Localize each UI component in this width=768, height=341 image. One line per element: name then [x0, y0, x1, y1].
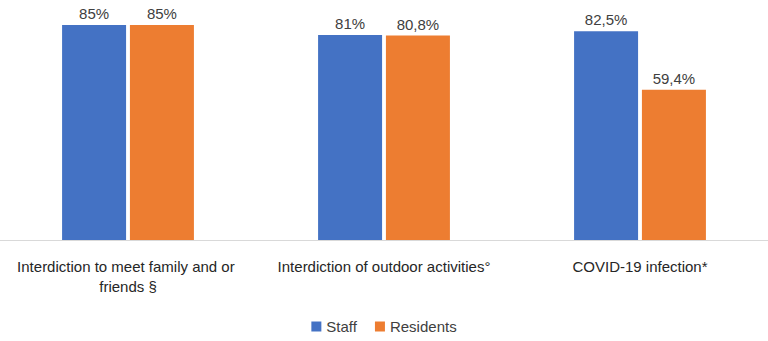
svg-text:friends §: friends §: [99, 278, 157, 295]
svg-text:Staff: Staff: [326, 318, 357, 335]
svg-text:80,8%: 80,8%: [397, 16, 440, 33]
svg-text:Interdiction of outdoor activi: Interdiction of outdoor activities°: [278, 258, 491, 275]
svg-text:Residents: Residents: [390, 318, 457, 335]
svg-text:85%: 85%: [79, 5, 109, 22]
svg-text:82,5%: 82,5%: [585, 11, 628, 28]
svg-text:59,4%: 59,4%: [653, 70, 696, 87]
svg-text:85%: 85%: [147, 5, 177, 22]
svg-text:81%: 81%: [335, 15, 365, 32]
svg-text:COVID-19 infection*: COVID-19 infection*: [572, 258, 707, 275]
svg-text:Interdiction to meet family an: Interdiction to meet family and or: [17, 258, 239, 275]
